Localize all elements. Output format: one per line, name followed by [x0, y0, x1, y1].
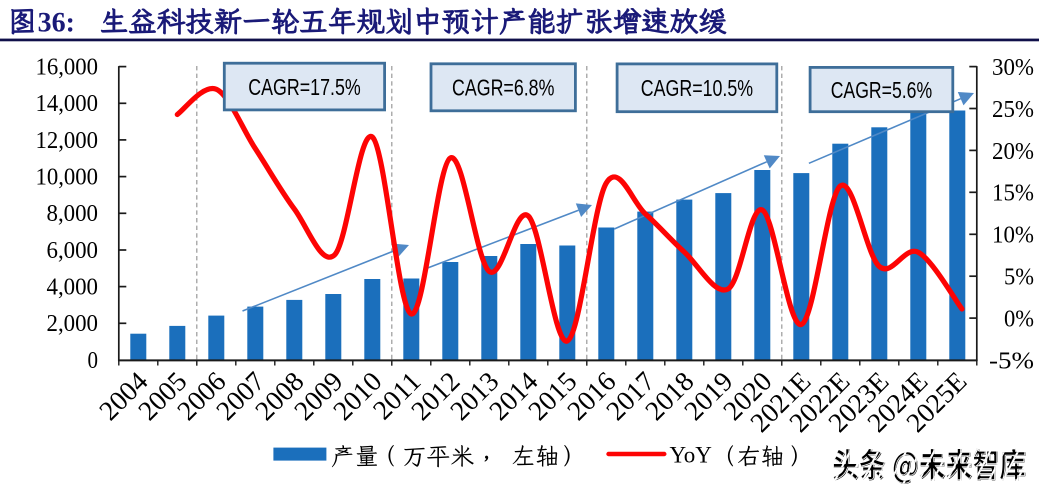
svg-text:15%: 15%	[992, 181, 1034, 207]
svg-text:CAGR=5.6%: CAGR=5.6%	[831, 77, 933, 103]
svg-text:8,000: 8,000	[47, 200, 99, 227]
svg-text:10,000: 10,000	[36, 164, 99, 191]
svg-text:10%: 10%	[992, 223, 1034, 249]
svg-text:CAGR=17.5%: CAGR=17.5%	[248, 74, 360, 100]
svg-text:5%: 5%	[1004, 265, 1034, 291]
svg-text:12,000: 12,000	[36, 127, 99, 154]
svg-text:YoY: YoY	[670, 443, 713, 468]
svg-text:30%: 30%	[992, 55, 1034, 81]
svg-text:20%: 20%	[992, 139, 1034, 165]
svg-text:CAGR=10.5%: CAGR=10.5%	[641, 75, 753, 101]
svg-text:25%: 25%	[992, 97, 1034, 123]
svg-text:0%: 0%	[1004, 307, 1034, 333]
svg-text:16,000: 16,000	[36, 54, 99, 81]
svg-text:-5%: -5%	[989, 348, 1034, 374]
svg-text:14,000: 14,000	[36, 90, 99, 117]
svg-text:6,000: 6,000	[47, 237, 99, 264]
svg-text:2,000: 2,000	[47, 310, 99, 337]
svg-text:4,000: 4,000	[47, 274, 99, 301]
svg-text:0: 0	[88, 347, 99, 374]
svg-text:CAGR=6.8%: CAGR=6.8%	[452, 75, 554, 101]
